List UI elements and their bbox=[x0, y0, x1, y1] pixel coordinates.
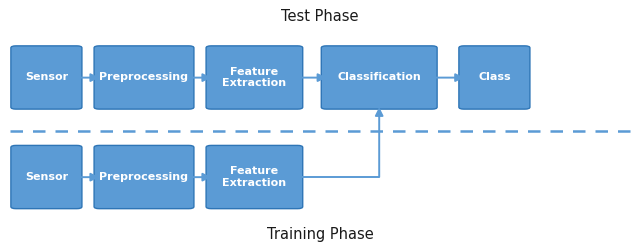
Text: Feature
Extraction: Feature Extraction bbox=[222, 166, 287, 188]
FancyBboxPatch shape bbox=[459, 46, 530, 109]
Text: Sensor: Sensor bbox=[25, 172, 68, 182]
FancyBboxPatch shape bbox=[206, 46, 303, 109]
Text: Class: Class bbox=[478, 73, 511, 82]
Text: Feature
Extraction: Feature Extraction bbox=[222, 67, 287, 88]
Text: Preprocessing: Preprocessing bbox=[99, 73, 189, 82]
Text: Training Phase: Training Phase bbox=[267, 227, 373, 242]
FancyBboxPatch shape bbox=[94, 145, 194, 209]
FancyBboxPatch shape bbox=[206, 145, 303, 209]
FancyBboxPatch shape bbox=[11, 145, 82, 209]
Text: Test Phase: Test Phase bbox=[281, 9, 359, 24]
Text: Classification: Classification bbox=[337, 73, 421, 82]
FancyBboxPatch shape bbox=[11, 46, 82, 109]
Text: Preprocessing: Preprocessing bbox=[99, 172, 189, 182]
Text: Sensor: Sensor bbox=[25, 73, 68, 82]
FancyBboxPatch shape bbox=[94, 46, 194, 109]
FancyBboxPatch shape bbox=[321, 46, 437, 109]
